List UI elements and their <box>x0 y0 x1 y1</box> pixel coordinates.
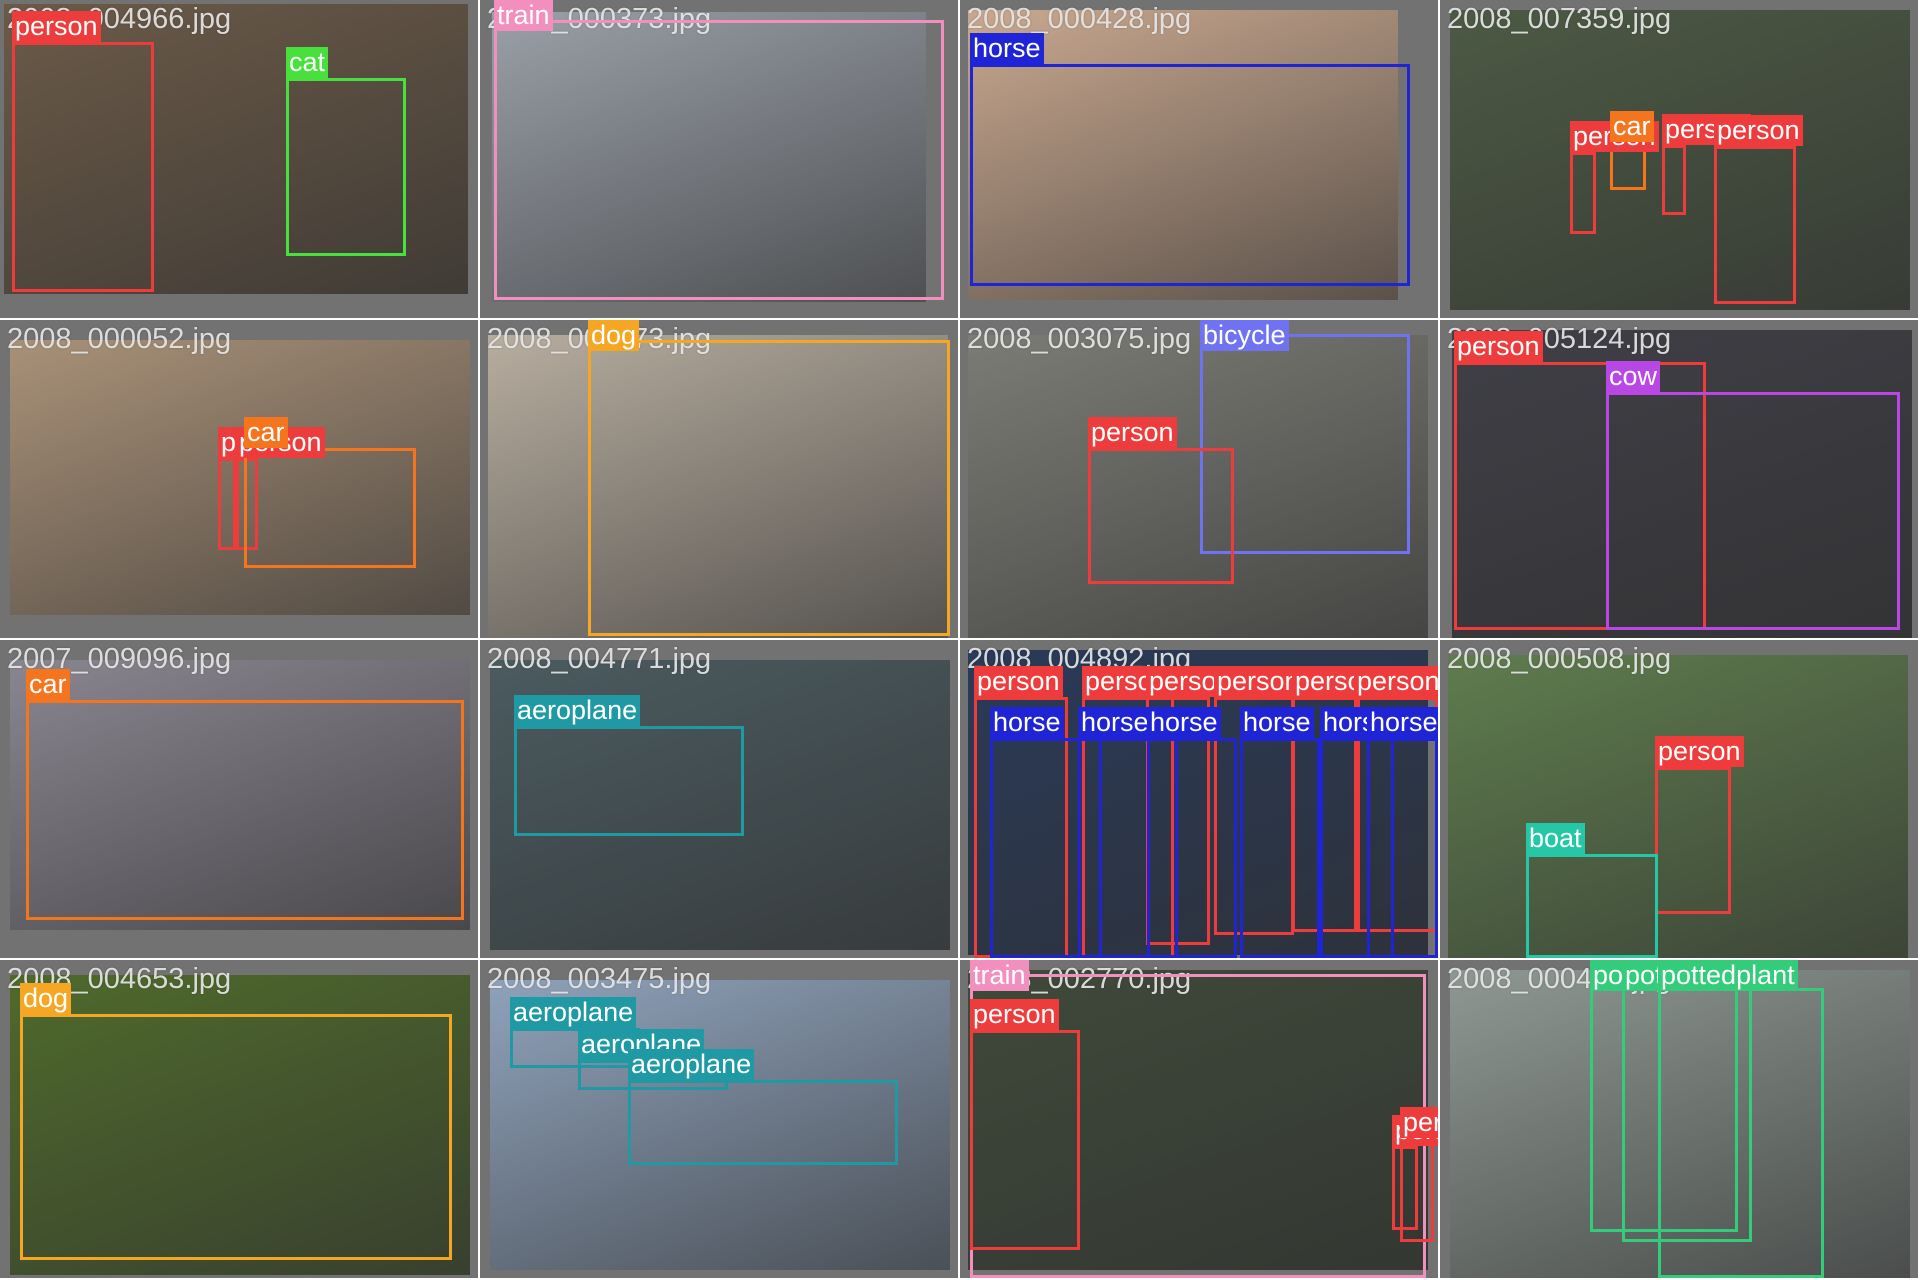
bbox-label: horse <box>990 707 1064 738</box>
bbox-person <box>218 458 236 550</box>
bbox-person <box>1570 152 1596 234</box>
tile-photo <box>1452 330 1912 638</box>
bbox-horse <box>1320 738 1394 958</box>
bbox-label: aeroplane <box>514 695 641 726</box>
bbox-horse <box>1147 738 1237 958</box>
mosaic-tile: 2008_004653.jpg dog <box>0 960 480 1280</box>
tile-filename: 2008_000428.jpg <box>967 3 1192 35</box>
bbox-label: person <box>1354 666 1438 697</box>
mosaic-tile: 2008_004892.jpg person person person person p… <box>960 640 1440 960</box>
bbox-label: horse <box>970 33 1044 64</box>
mosaic-tile: 2008_000373.jpg train <box>480 0 960 320</box>
bbox-label: person <box>970 999 1059 1030</box>
tile-filename: 2008_004771.jpg <box>487 643 712 675</box>
tile-photo <box>1448 655 1908 958</box>
bbox-label: car <box>1610 111 1654 142</box>
bbox-label: person <box>1214 666 1303 697</box>
bbox-horse <box>970 64 1410 286</box>
tile-photo <box>10 340 470 615</box>
bbox-car <box>244 448 416 568</box>
bbox-cow <box>1606 392 1900 630</box>
bbox-label: train <box>494 0 553 31</box>
bbox-label: horse <box>1240 707 1314 738</box>
bbox-person <box>1088 448 1234 584</box>
bbox-dog <box>588 340 950 636</box>
mosaic-tile: 2008_003475.jpg aeroplane aeroplane aeropla… <box>480 960 960 1280</box>
tile-photo <box>10 660 470 930</box>
bbox-label: horse <box>1078 707 1152 738</box>
mosaic-tile: 2008_003075.jpg bicycle person <box>960 320 1440 640</box>
bbox-person <box>1454 362 1706 630</box>
mosaic-tile: 2008_004771.jpg aeroplane <box>480 640 960 960</box>
bbox-label: aeroplane <box>510 997 637 1028</box>
tile-filename: 2008_003075.jpg <box>967 323 1192 355</box>
bbox-train <box>494 20 944 300</box>
bbox-boat <box>1526 854 1658 958</box>
bbox-label: person <box>1454 331 1543 362</box>
bbox-label: aeroplane <box>628 1049 755 1080</box>
tile-photo <box>10 975 470 1275</box>
bbox-pottedplant <box>1658 988 1824 1278</box>
mosaic-tile: 2007_009096.jpg car <box>0 640 480 960</box>
tile-filename: 2008_007359.jpg <box>1447 3 1672 35</box>
tile-filename: 2008_000052.jpg <box>7 323 232 355</box>
bbox-person <box>1392 1146 1418 1230</box>
bbox-person <box>1714 146 1796 304</box>
bbox-label: person <box>974 666 1063 697</box>
tile-filename: 2008_000508.jpg <box>1447 643 1672 675</box>
bbox-label: person <box>1400 1107 1438 1138</box>
bbox-label: train <box>970 960 1029 991</box>
bbox-label: person <box>1088 417 1177 448</box>
bbox-label: pottedplant <box>1658 960 1798 991</box>
bbox-horse <box>1367 738 1438 958</box>
tile-photo <box>968 335 1428 638</box>
mosaic-tile: 2008_000428.jpg horse <box>960 0 1440 320</box>
bbox-label: boat <box>1526 823 1585 854</box>
bbox-label: dog <box>20 983 72 1014</box>
tile-photo <box>488 335 948 638</box>
mosaic-tile: 2008_005124.jpg person cow <box>1440 320 1920 640</box>
tile-photo <box>1450 10 1910 310</box>
bbox-horse <box>990 738 1102 958</box>
bbox-aeroplane <box>514 726 744 836</box>
tile-photo <box>1450 970 1910 1278</box>
bbox-label: car <box>244 417 288 448</box>
bbox-horse <box>1240 738 1320 958</box>
bbox-label: person <box>12 11 101 42</box>
bbox-aeroplane <box>628 1080 898 1165</box>
bbox-label: car <box>26 669 70 700</box>
bbox-person <box>970 1030 1080 1250</box>
mosaic-tile: 2008_000052.jpgpersonpersoncar <box>0 320 480 640</box>
bbox-person <box>1662 145 1686 215</box>
tile-photo <box>968 650 1428 955</box>
mosaic-tile: 2008_002770.jpgtrainpersonpersonperson <box>960 960 1440 1280</box>
bbox-label: bicycle <box>1200 320 1289 351</box>
bbox-label: dog <box>588 320 640 351</box>
bbox-person <box>1400 1138 1434 1242</box>
bbox-label: cat <box>286 47 329 78</box>
bbox-dog <box>20 1014 452 1260</box>
bbox-horse <box>1078 738 1178 958</box>
bbox-bicycle <box>1200 334 1410 554</box>
bbox-person <box>12 42 154 292</box>
bbox-person <box>236 458 258 550</box>
bbox-cat <box>286 78 406 256</box>
bbox-car <box>26 700 464 920</box>
mosaic-tile: 2008_007359.jpgpersoncarpersonperson <box>1440 0 1920 320</box>
bbox-person <box>1292 697 1360 932</box>
tile-photo <box>492 12 926 302</box>
tile-photo <box>4 4 468 294</box>
bbox-label: cow <box>1606 361 1661 392</box>
bbox-label: person <box>1655 736 1744 767</box>
tile-filename: 2008_003475.jpg <box>487 963 712 995</box>
bbox-label: person <box>1714 115 1803 146</box>
bbox-label: horse <box>1367 707 1438 738</box>
bbox-label: horse <box>1147 707 1221 738</box>
mosaic-tile: 2008_004966.jpg person cat <box>0 0 480 320</box>
mosaic-tile: 2008_000491.jpgpottedplantpottedplantpot… <box>1440 960 1920 1280</box>
bbox-person <box>1655 767 1731 914</box>
